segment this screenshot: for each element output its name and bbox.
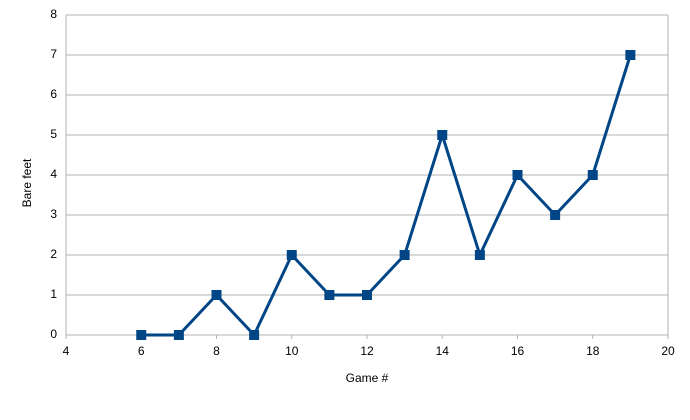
data-point — [173, 330, 184, 340]
x-tick-label: 12 — [360, 344, 374, 358]
data-point — [324, 290, 335, 300]
data-point — [399, 250, 410, 260]
y-axis-label: Bare feet — [20, 158, 34, 207]
data-line — [141, 54, 632, 337]
y-tick-label: 7 — [50, 47, 57, 61]
data-point — [474, 250, 485, 260]
x-tick-label: 4 — [63, 344, 70, 358]
data-point — [625, 50, 636, 60]
y-tick-label: 0 — [50, 327, 57, 341]
x-tick-label: 18 — [586, 344, 600, 358]
data-point — [211, 290, 222, 300]
x-tick-label: 14 — [436, 344, 450, 358]
data-point — [249, 330, 260, 340]
data-point — [286, 250, 297, 260]
y-tick-label: 4 — [50, 167, 57, 181]
y-tick-label: 8 — [50, 7, 57, 21]
data-point — [550, 210, 561, 220]
data-point — [437, 130, 448, 140]
x-tick-label: 20 — [661, 344, 675, 358]
y-tick-label: 2 — [50, 247, 57, 261]
x-axis-label: Game # — [346, 371, 389, 385]
x-tick-label: 8 — [213, 344, 220, 358]
x-tick-label: 10 — [285, 344, 299, 358]
data-point — [512, 170, 523, 180]
y-tick-label: 5 — [50, 127, 57, 141]
data-point — [362, 290, 372, 300]
y-tick-label: 3 — [50, 207, 57, 221]
data-point — [136, 330, 147, 340]
y-tick-label: 6 — [50, 87, 57, 101]
x-tick-label: 16 — [511, 344, 525, 358]
x-tick-label: 6 — [138, 344, 145, 358]
data-point — [587, 170, 598, 180]
y-tick-label: 1 — [50, 287, 57, 301]
